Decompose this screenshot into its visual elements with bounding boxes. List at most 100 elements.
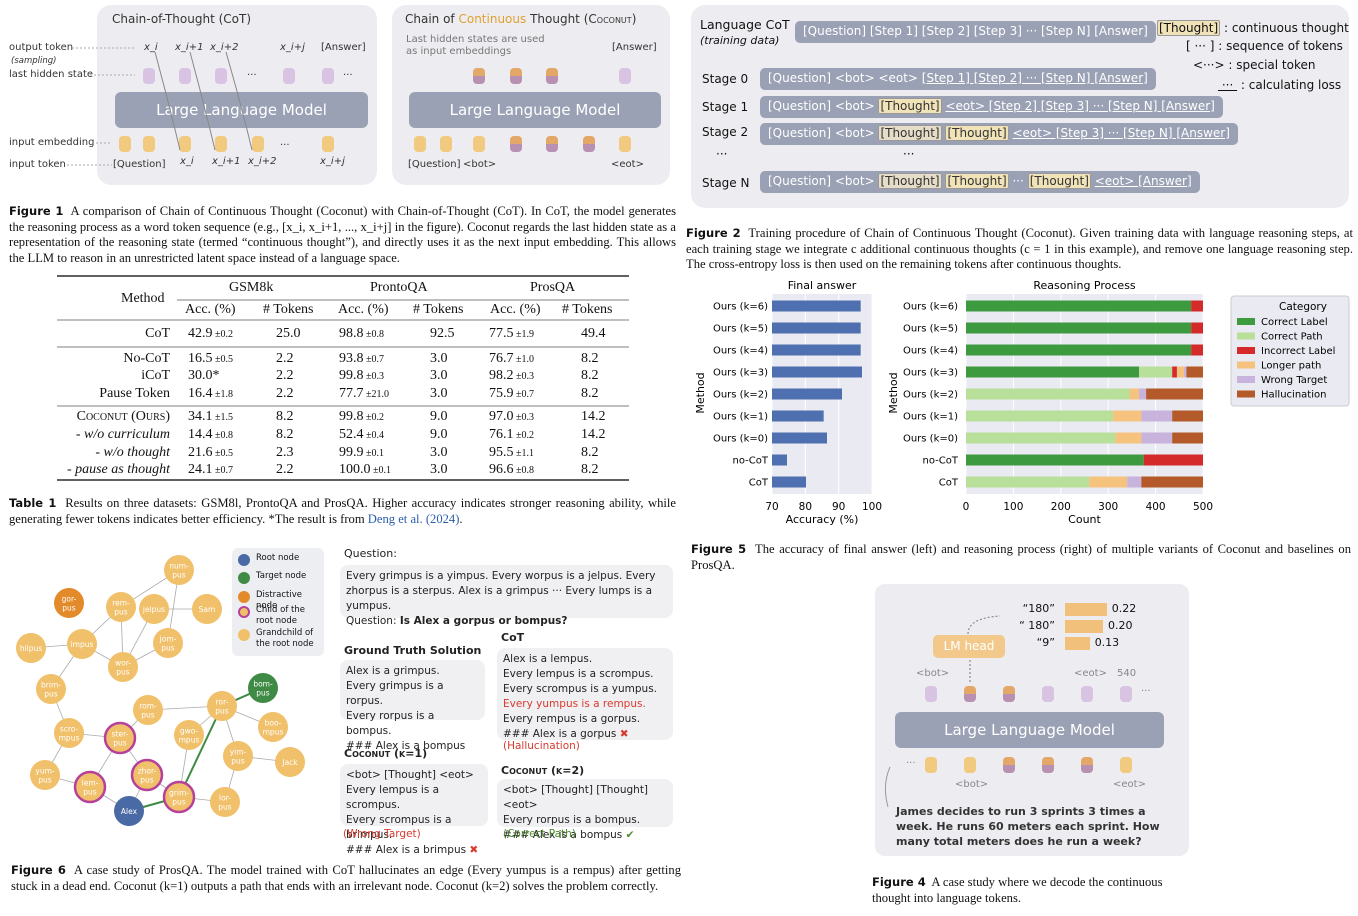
fig4-bottom-bot: <bot> [955,779,989,790]
graph-node [258,712,288,742]
chart-right-bar-segment [1115,432,1142,444]
citation-link[interactable]: Deng et al. (2024) [367,511,460,526]
input-embedding-token [964,757,976,773]
fig1-cot-title: Chain-of-Thought (CoT) [112,12,252,26]
table1-header-gsm8k: GSM8k [229,280,274,295]
fig4-question-arrow [884,766,891,808]
decoded-prob-value: 0.22 [1111,602,1137,615]
hidden-state-token [215,68,227,84]
graph-node-label: pus [161,644,175,653]
graph-node [139,594,169,624]
graph-node-label: mpus [263,728,284,737]
input-embedding-token [473,136,485,152]
fig6-legend-swatch [238,629,250,641]
continuous-thought-token [1042,757,1054,773]
table1-subheader: Acc. (%) [338,302,389,317]
chart-right-ytick: Ours (k=0) [903,434,958,445]
in-token-xi: x_i [180,156,194,167]
fig2-legend-loss: ··· : calculating loss [1218,78,1342,92]
graph-node-label: pus [172,798,186,807]
graph-node-label: jelpus [142,605,165,614]
chart-left-ytick: Ours (k=0) [713,434,768,445]
continuous-thought-token [510,136,522,152]
table1-cell: 95.5 ±1.1 [489,445,534,460]
graph-node [174,720,204,750]
chart-right-bar-segment [966,476,1090,488]
fig6-k2-tag: (Correct Path) [503,828,576,840]
table1-cell: 100.0 ±0.1 [339,462,391,477]
table1-cell: 8.2 [581,445,599,460]
table1-method-cell: CoT [145,326,170,341]
continuous-thought-token [546,68,558,84]
graph-node-label: pus [172,571,186,580]
chart-left-ylabel: Method [694,372,707,413]
continuous-thought-token [1003,686,1015,702]
table1-header-prontoqa: ProntoQA [370,280,428,295]
graph-node [30,760,60,790]
graph-node-label: ror- [216,698,229,707]
fig6-cot-heading: CoT [501,631,525,644]
chart-left-ytick: Ours (k=6) [713,302,768,313]
table1-cell: 97.0 ±0.3 [489,409,534,424]
fig6-legend-label: Grandchild of the root node [256,628,314,649]
chart-legend-swatch [1237,318,1255,325]
lang-cot-row: [Question] [Step 1] [Step 2] [Step 3] ··… [795,21,1156,43]
graph-node [153,628,183,658]
graph-node-label: pus [140,776,154,785]
graph-node-label: yim- [230,748,247,757]
table1-cell: 3.0 [430,351,448,366]
chart-left-bar [772,388,842,400]
fig6-legend-label: Root node [256,553,300,563]
chart-right-ytick: no-CoT [923,456,959,467]
fig6-gt-box: Alex is a grimpus. Every grimpus is a ror… [340,660,485,752]
graph-node [36,674,66,704]
hidden-state-token [619,68,631,84]
in-token-question: [Question] [113,159,166,170]
fig6-caption: Figure 6 A case study of ProsQA. The mod… [11,863,681,893]
fig6-cot-box: Alex is a lempus. Every lempus is a scrom… [497,648,673,740]
chart-right-xtick: 500 [1193,501,1213,513]
fig4-top-540: 540 [1117,668,1137,679]
chart-legend-item: Hallucination [1261,390,1326,401]
decoded-prob-bar [1065,603,1107,616]
table1-method-cell: - w/o thought [95,445,170,460]
chart-right-bar-segment [1184,366,1187,378]
graph-node [16,633,46,663]
table1-cell: 76.7 ±1.0 [489,351,534,366]
fig6-legend-swatch [238,572,250,584]
chart-left-xtick: 70 [765,501,778,513]
graph-node [130,758,164,792]
chart-left-ytick: no-CoT [733,456,769,467]
table1-cell: 93.8 ±0.7 [339,351,384,366]
graph-node-label: rom- [139,702,157,711]
hidden-state-token [1120,686,1132,702]
graph-node-label: yum- [35,767,54,776]
chart-left-bar [772,454,787,466]
table1-cell: 99.8 ±0.3 [339,368,384,383]
input-embedding-token [252,136,264,152]
graph-node-label: boo- [265,719,282,728]
graph-node-label: lem- [82,779,99,788]
chart-left-xlabel: Accuracy (%) [786,513,859,526]
input-embedding-token [215,136,227,152]
chart-right-ytick: Ours (k=6) [903,302,958,313]
graph-node [54,588,84,618]
input-embedding-token [414,136,426,152]
graph-node [223,741,253,771]
fig6-legend-label: Distractive node [256,590,302,611]
input-embedding-token [1120,757,1132,773]
stage-n-row: [Question] <bot> [Thought] [Thought] ···… [760,171,1200,193]
chart-right-xtick: 400 [1146,501,1166,513]
table1-cell: 30.0* [188,368,220,383]
chart-legend-title: Category [1279,301,1327,313]
table1-method-cell: No-CoT [123,351,170,366]
graph-node-label: pus [44,690,58,699]
decoded-prob-bar [1065,637,1090,650]
graph-node-label: ster- [112,730,129,739]
chart-left-ytick: Ours (k=5) [713,324,768,335]
table1-cell: 96.6 ±0.8 [489,462,534,477]
in-token-dots: ··· [280,140,290,151]
chart-right-bar-segment [966,454,1144,466]
hidden-state-token [143,68,155,84]
